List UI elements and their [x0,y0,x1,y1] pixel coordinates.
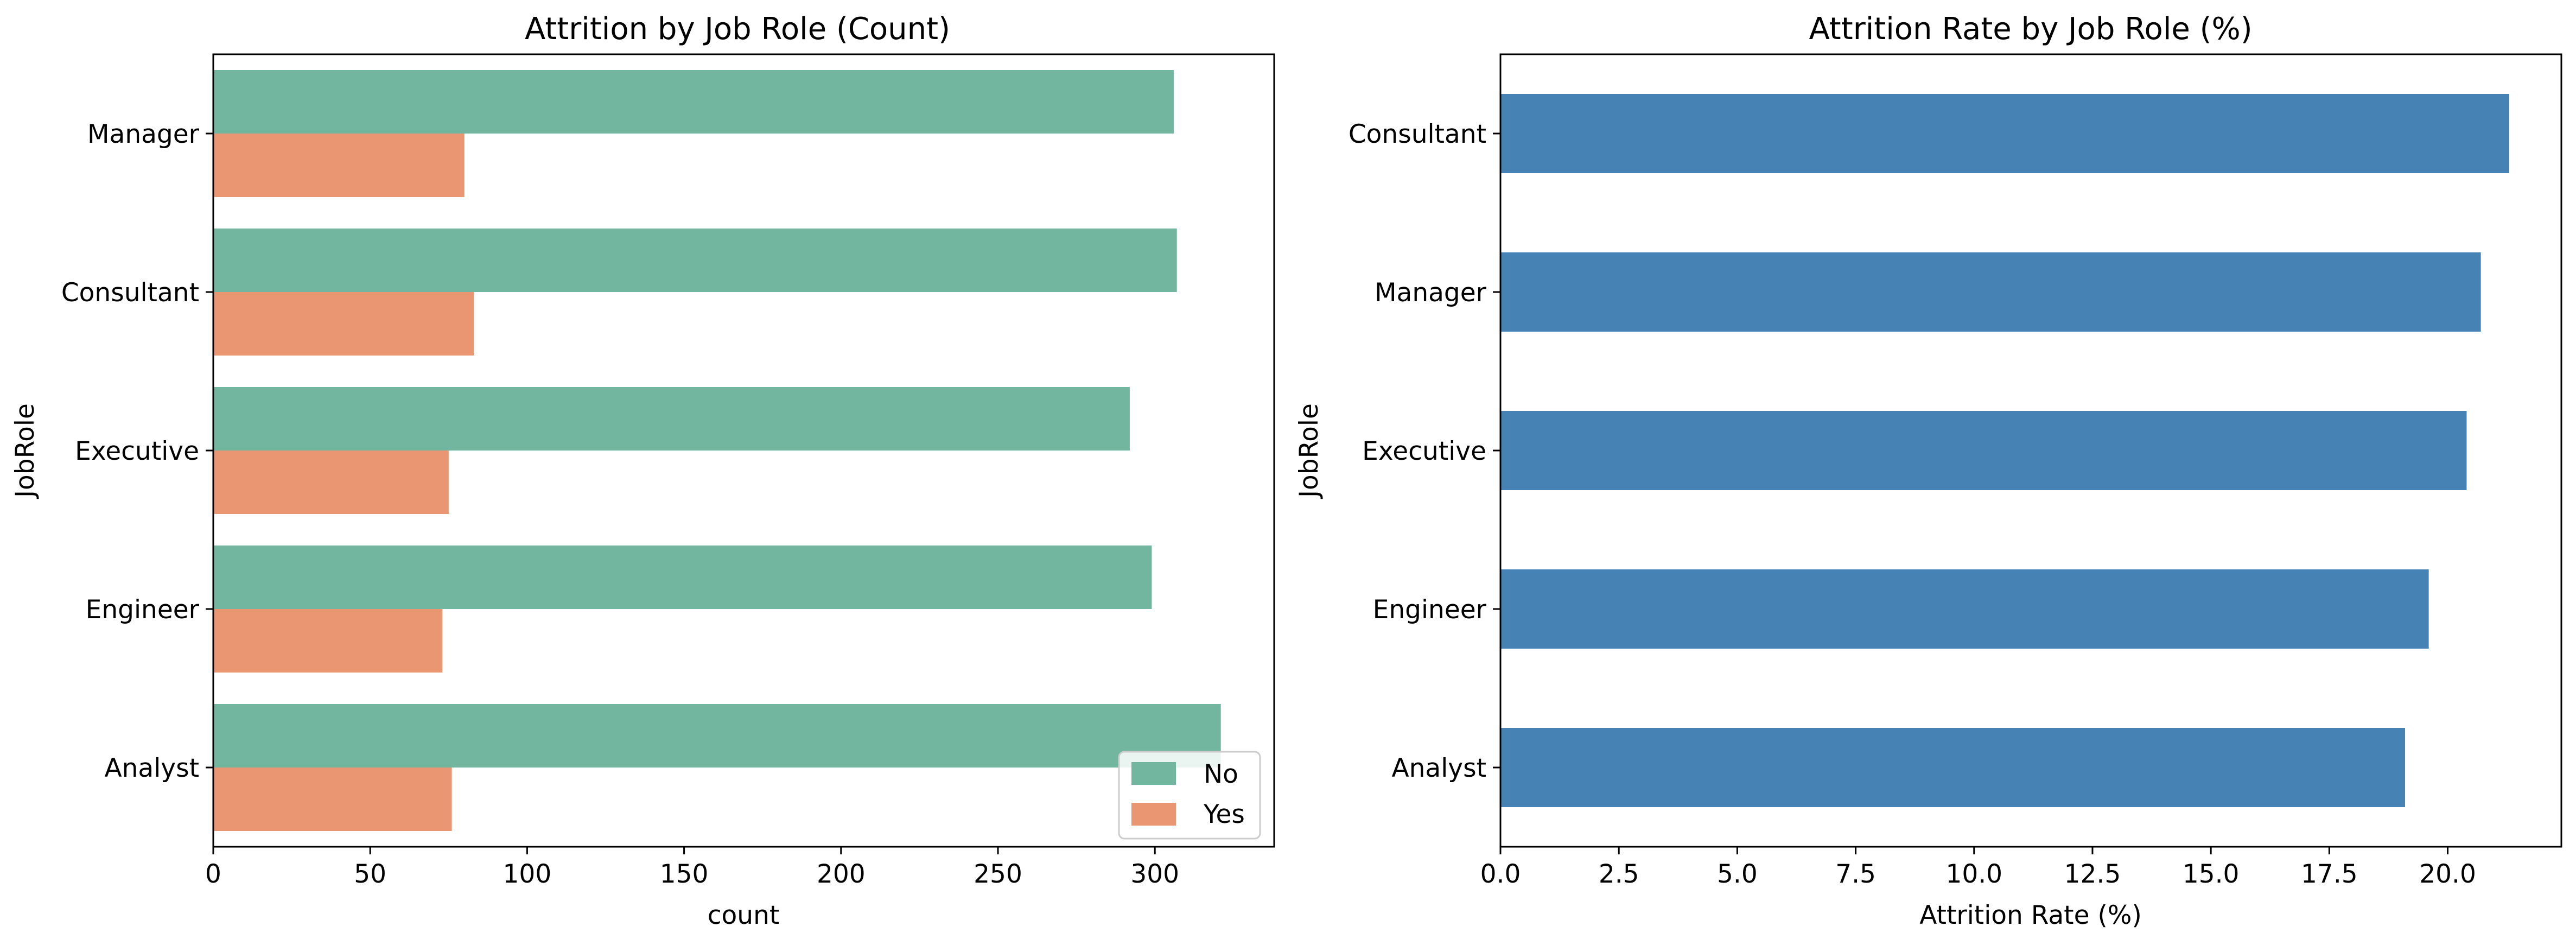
bar-executive-yes [213,451,449,514]
rate-bar-manager [1500,252,2481,332]
y-tick-label-executive: Executive [75,436,199,466]
rate-y-tick-label-consultant: Consultant [1349,119,1486,149]
count-chart-title: Attrition by Job Role (Count) [525,11,950,47]
legend-label-yes: Yes [1203,800,1245,829]
count-chart-legend: No Yes [1118,751,1261,840]
rate-chart-y-ticks: Consultant Manager Executive Engineer Analys… [1349,119,1500,783]
legend-label-no: No [1204,759,1238,789]
rate-y-tick-label-executive: Executive [1362,436,1486,466]
rate-x-tick-label-7-5: 7.5 [1835,859,1876,889]
bar-analyst-yes [213,768,452,831]
rate-x-tick-label-17-5: 17.5 [2301,859,2358,889]
count-chart-y-axis-label: JobRole [10,403,40,499]
rate-x-tick-label-0-0: 0.0 [1480,859,1521,889]
rate-y-tick-label-analyst: Analyst [1391,753,1486,783]
rate-x-tick-label-12-5: 12.5 [2064,859,2121,889]
rate-x-tick-label-20-0: 20.0 [2419,859,2476,889]
x-tick-label-50: 50 [354,859,386,889]
count-chart-panel: Attrition by Job Role (Count) Manager Con… [10,11,1275,930]
y-tick-label-analyst: Analyst [104,753,199,783]
rate-chart-x-axis-label: Attrition Rate (%) [1919,900,2142,930]
x-tick-label-300: 300 [1130,859,1179,889]
y-tick-label-manager: Manager [87,119,200,149]
x-tick-label-200: 200 [817,859,866,889]
rate-y-tick-label-manager: Manager [1375,278,1487,308]
x-tick-label-100: 100 [503,859,552,889]
bar-executive-no [213,387,1130,451]
bar-consultant-yes [213,292,474,356]
y-tick-label-engineer: Engineer [86,595,200,625]
x-tick-label-250: 250 [974,859,1022,889]
bar-consultant-no [213,229,1177,292]
x-tick-label-150: 150 [660,859,709,889]
rate-x-tick-label-2-5: 2.5 [1599,859,1639,889]
rate-y-tick-label-engineer: Engineer [1373,595,1487,625]
rate-chart-x-ticks: 0.0 2.5 5.0 7.5 10.0 12.5 15.0 17.5 20.0 [1480,847,2476,889]
bar-analyst-no [213,704,1221,768]
legend-swatch-yes [1131,803,1176,826]
rate-bar-engineer [1500,569,2429,649]
rate-chart-y-axis-label: JobRole [1294,403,1324,499]
rate-x-tick-label-10-0: 10.0 [1945,859,2002,889]
rate-x-tick-label-15-0: 15.0 [2183,859,2240,889]
rate-chart-title: Attrition Rate by Job Role (%) [1809,11,2252,47]
bar-engineer-no [213,546,1152,609]
rate-bar-consultant [1500,94,2509,173]
rate-chart-bars [1500,94,2509,807]
rate-x-tick-label-5-0: 5.0 [1717,859,1758,889]
rate-chart-panel: Attrition Rate by Job Role (%) Consultan… [1294,11,2562,930]
count-chart-y-ticks: Manager Consultant Executive Engineer Analys… [61,119,213,783]
count-chart-bars [213,70,1221,831]
bar-manager-yes [213,134,465,197]
x-tick-label-0: 0 [205,859,221,889]
rate-bar-analyst [1500,728,2405,807]
bar-engineer-yes [213,609,443,673]
y-tick-label-consultant: Consultant [61,278,199,308]
count-chart-x-axis-label: count [708,900,780,930]
legend-swatch-no [1131,762,1176,785]
count-chart-x-ticks: 0 50 100 150 200 250 300 [205,847,1179,889]
rate-bar-executive [1500,411,2467,490]
bar-manager-no [213,70,1174,134]
